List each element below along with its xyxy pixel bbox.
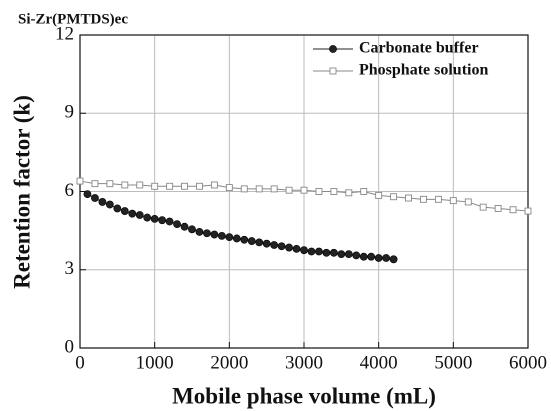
marker [300, 246, 308, 255]
marker [375, 191, 383, 199]
marker [449, 197, 457, 205]
marker [91, 180, 99, 188]
marker [292, 244, 301, 253]
marker [255, 185, 263, 193]
marker [315, 188, 323, 195]
marker [217, 231, 226, 240]
marker [352, 251, 361, 260]
marker [494, 205, 502, 212]
marker [180, 222, 189, 231]
plot-frame [79, 34, 529, 349]
marker [113, 204, 122, 213]
marker [91, 194, 99, 202]
marker [225, 233, 234, 242]
x-tick-label: 0 [75, 352, 85, 373]
marker [210, 230, 219, 239]
y-axis-label: Retention factor (k) [9, 95, 34, 289]
marker [434, 195, 442, 203]
marker [322, 248, 331, 257]
legend-label: Carbonate buffer [359, 40, 479, 57]
marker [262, 239, 271, 248]
marker [240, 235, 249, 244]
marker [232, 234, 241, 243]
marker [390, 193, 398, 201]
x-tick-label: 3000 [285, 352, 323, 373]
marker [270, 241, 279, 249]
marker [389, 255, 398, 264]
marker [150, 214, 159, 223]
x-tick-label: 4000 [360, 352, 398, 373]
x-tick-label: 5000 [434, 352, 472, 373]
marker [210, 181, 218, 189]
marker [367, 252, 376, 261]
marker [420, 195, 427, 203]
marker [329, 67, 337, 75]
x-tick-label: 2000 [210, 352, 248, 373]
marker [203, 229, 211, 238]
marker [135, 211, 144, 219]
marker [76, 177, 84, 185]
marker [315, 247, 323, 256]
marker [195, 228, 204, 236]
y-tick-label: 0 [65, 336, 75, 357]
marker [344, 250, 353, 258]
y-tick-label: 6 [65, 180, 75, 201]
marker [330, 188, 338, 195]
marker [98, 198, 107, 206]
series-line [87, 193, 394, 260]
marker [158, 216, 167, 225]
x-axis-label: Mobile phase volume (mL) [172, 383, 436, 408]
marker [464, 198, 472, 206]
marker [143, 213, 152, 222]
marker [509, 206, 517, 214]
legend-label: Phosphate solution [359, 62, 488, 79]
marker [173, 220, 181, 229]
marker [128, 209, 137, 218]
marker [255, 238, 264, 247]
marker [277, 242, 286, 251]
y-tick-label: 12 [55, 23, 74, 44]
x-tick-label: 1000 [136, 352, 174, 373]
marker [307, 247, 316, 256]
marker [247, 237, 256, 245]
marker [240, 185, 248, 193]
marker [285, 243, 293, 252]
x-tick-label: 6000 [509, 352, 547, 373]
marker [382, 254, 391, 262]
marker [225, 184, 233, 192]
marker [106, 180, 114, 188]
marker [188, 225, 196, 234]
marker [359, 252, 368, 261]
y-tick-label: 3 [65, 258, 75, 279]
marker [270, 185, 278, 193]
marker [196, 182, 203, 190]
marker [329, 45, 337, 53]
marker [285, 186, 293, 194]
marker [105, 200, 114, 209]
marker [360, 188, 368, 195]
marker [524, 207, 532, 215]
marker [136, 181, 144, 189]
marker [166, 182, 174, 190]
marker [405, 194, 412, 202]
marker [337, 250, 346, 258]
marker [151, 182, 159, 190]
marker [345, 189, 353, 197]
marker [374, 254, 383, 262]
marker [479, 203, 487, 211]
marker [300, 186, 308, 194]
y-tick-label: 9 [65, 102, 75, 123]
marker [329, 248, 338, 257]
chart-title: Si-Zr(PMTDS)ec [18, 11, 128, 27]
marker [83, 190, 92, 199]
marker [165, 217, 174, 226]
marker [120, 207, 129, 215]
marker [121, 181, 129, 189]
marker [181, 182, 188, 190]
